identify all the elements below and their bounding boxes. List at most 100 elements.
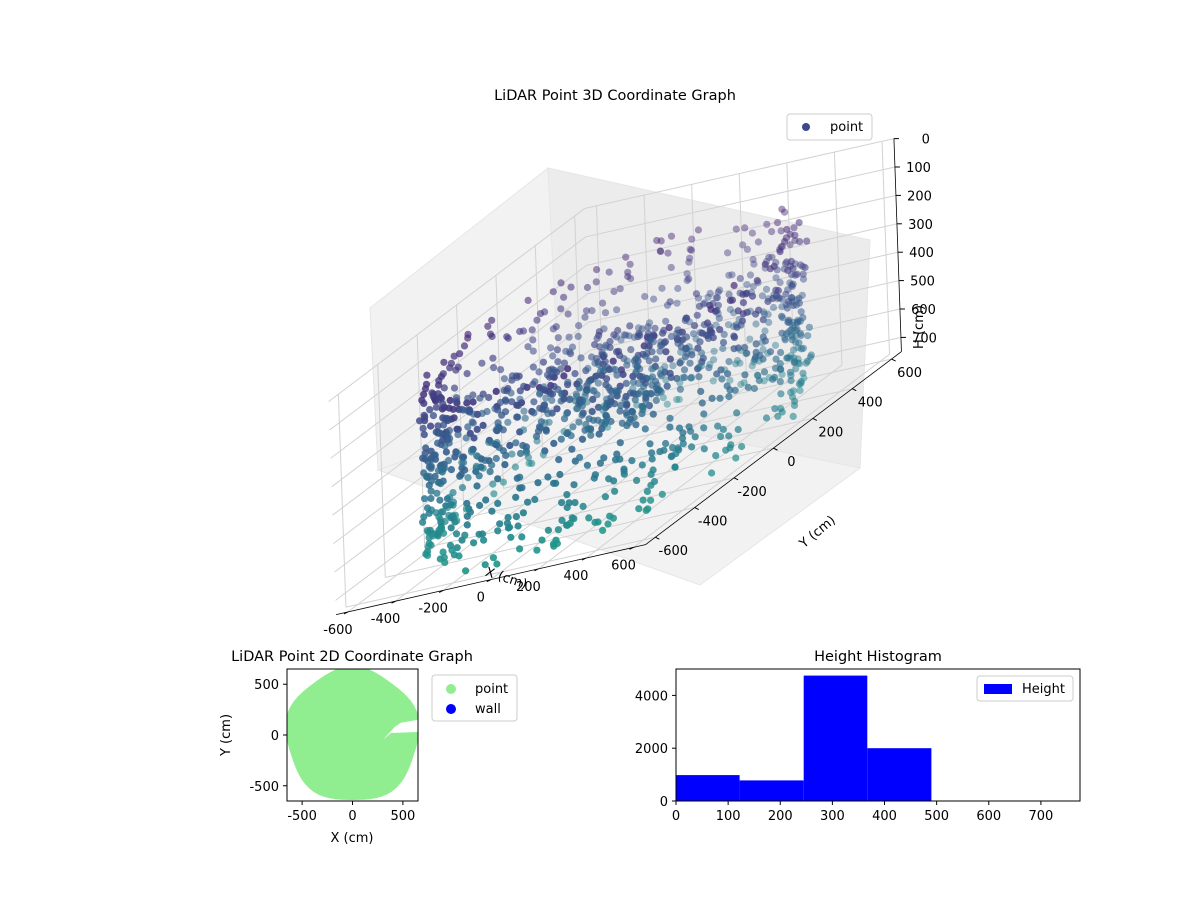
grid-line [833, 152, 843, 366]
scatter-point-3d [799, 262, 807, 270]
scatter-point-3d [625, 332, 633, 340]
scatter-point-3d [538, 536, 546, 544]
scatter-point-3d [542, 394, 550, 402]
scatter-point-3d [557, 397, 565, 405]
x-tick-label-hist: 100 [716, 809, 741, 824]
scatter-point-3d [603, 395, 611, 403]
scatter-point-3d [626, 260, 634, 268]
scatter-point-3d [724, 249, 732, 257]
y-tick-3d [694, 507, 699, 510]
scatter-point-3d [618, 419, 626, 427]
scatter-point-3d [496, 398, 504, 407]
scatter-point-3d [549, 325, 557, 333]
scatter-point-3d [533, 316, 541, 324]
scatter-point-3d [588, 386, 596, 394]
scatter-point-3d [792, 338, 800, 346]
scatter-point-3d [725, 290, 733, 298]
scatter-point-3d [692, 335, 700, 343]
scatter-point-3d [629, 384, 637, 393]
scatter-point-3d [656, 247, 664, 255]
y-tick-3d [812, 417, 818, 421]
scatter-point-3d [719, 425, 728, 433]
x-axis-label-2d: X (cm) [331, 831, 374, 846]
scatter-point-3d [600, 325, 608, 333]
scatter-point-3d [470, 434, 478, 442]
scatter-point-3d [641, 292, 649, 301]
histogram-bar [867, 748, 932, 801]
scatter-point-3d [688, 235, 696, 243]
scatter-point-3d [794, 355, 802, 363]
scatter-point-3d [730, 322, 738, 331]
scatter-point-3d [450, 352, 458, 360]
scatter-point-3d [750, 384, 759, 393]
scatter-point-3d [634, 333, 642, 341]
scatter-point-3d [424, 543, 432, 551]
scatter-point-3d [501, 461, 509, 469]
scatter-point-3d [427, 494, 435, 503]
scatter-point-3d [603, 375, 611, 383]
scatter-point-3d [760, 377, 768, 385]
scatter-point-3d [444, 457, 453, 465]
scatter-point-3d [657, 237, 665, 245]
scatter-point-3d [469, 391, 477, 399]
scatter-point-3d [662, 317, 670, 325]
scatter-point-3d [788, 331, 796, 339]
scatter-point-3d [519, 509, 528, 517]
scatter-point-3d [568, 445, 576, 453]
scatter-point-3d [464, 394, 472, 402]
scatter-point-3d [686, 245, 694, 253]
scatter-point-3d [785, 328, 793, 336]
scatter-point-3d [630, 413, 638, 422]
scatter-point-3d [694, 226, 703, 234]
legend-2d: point wall [431, 674, 518, 722]
scatter-point-3d [593, 391, 601, 399]
scatter-point-3d [549, 352, 557, 360]
scatter-point-3d [620, 467, 628, 475]
x-tick-label-hist: 500 [924, 809, 949, 824]
y-tick-label-2d: 0 [271, 729, 279, 744]
scatter-point-3d [427, 422, 435, 430]
y-tick-3d [733, 477, 739, 481]
x-tick-label-3d: 400 [564, 569, 589, 584]
scatter-point-3d [795, 219, 803, 227]
scatter-point-3d [422, 472, 430, 481]
scatter-point-3d [475, 472, 483, 480]
scatter-point-3d [452, 394, 461, 402]
scatter-point-3d [695, 363, 703, 371]
scatter-point-3d [420, 390, 428, 398]
grid-line [881, 141, 891, 355]
scatter-point-3d [589, 395, 597, 403]
scatter-point-3d [634, 379, 642, 387]
scatter-point-3d [686, 359, 694, 367]
scatter-point-3d [741, 224, 749, 232]
scatter-point-3d [456, 472, 464, 480]
scatter-point-3d [488, 332, 496, 341]
scatter-point-3d [647, 496, 655, 504]
scatter-point-3d [458, 459, 466, 467]
scatter-point-3d [690, 330, 698, 338]
scatter-point-3d [514, 522, 522, 530]
x-tick-label-3d: -200 [418, 601, 448, 616]
scatter-point-3d [575, 377, 583, 386]
z-tick-label-3d: 100 [906, 161, 931, 176]
scatter-point-3d [790, 354, 798, 362]
scatter-point-3d [673, 299, 681, 307]
scatter-point-3d [713, 370, 721, 378]
scatter-point-3d [799, 275, 808, 283]
scatter-point-3d [453, 517, 461, 525]
scatter-point-3d [796, 238, 804, 246]
scatter-point-3d [716, 394, 724, 402]
scatter-point-3d [648, 455, 656, 463]
scatter-point-3d [787, 371, 795, 379]
scatter-point-3d [803, 237, 811, 245]
scatter-point-3d [797, 379, 805, 388]
scatter-point-3d [735, 315, 743, 324]
scatter-point-3d [764, 310, 772, 318]
scatter-point-3d [557, 365, 565, 373]
x-tick-label-3d: 200 [516, 580, 541, 595]
scatter-point-3d [776, 248, 784, 256]
scatter-point-3d [791, 260, 799, 268]
scatter-point-3d [463, 370, 471, 378]
scatter-point-3d [535, 368, 543, 376]
scatter-point-3d [436, 515, 444, 524]
